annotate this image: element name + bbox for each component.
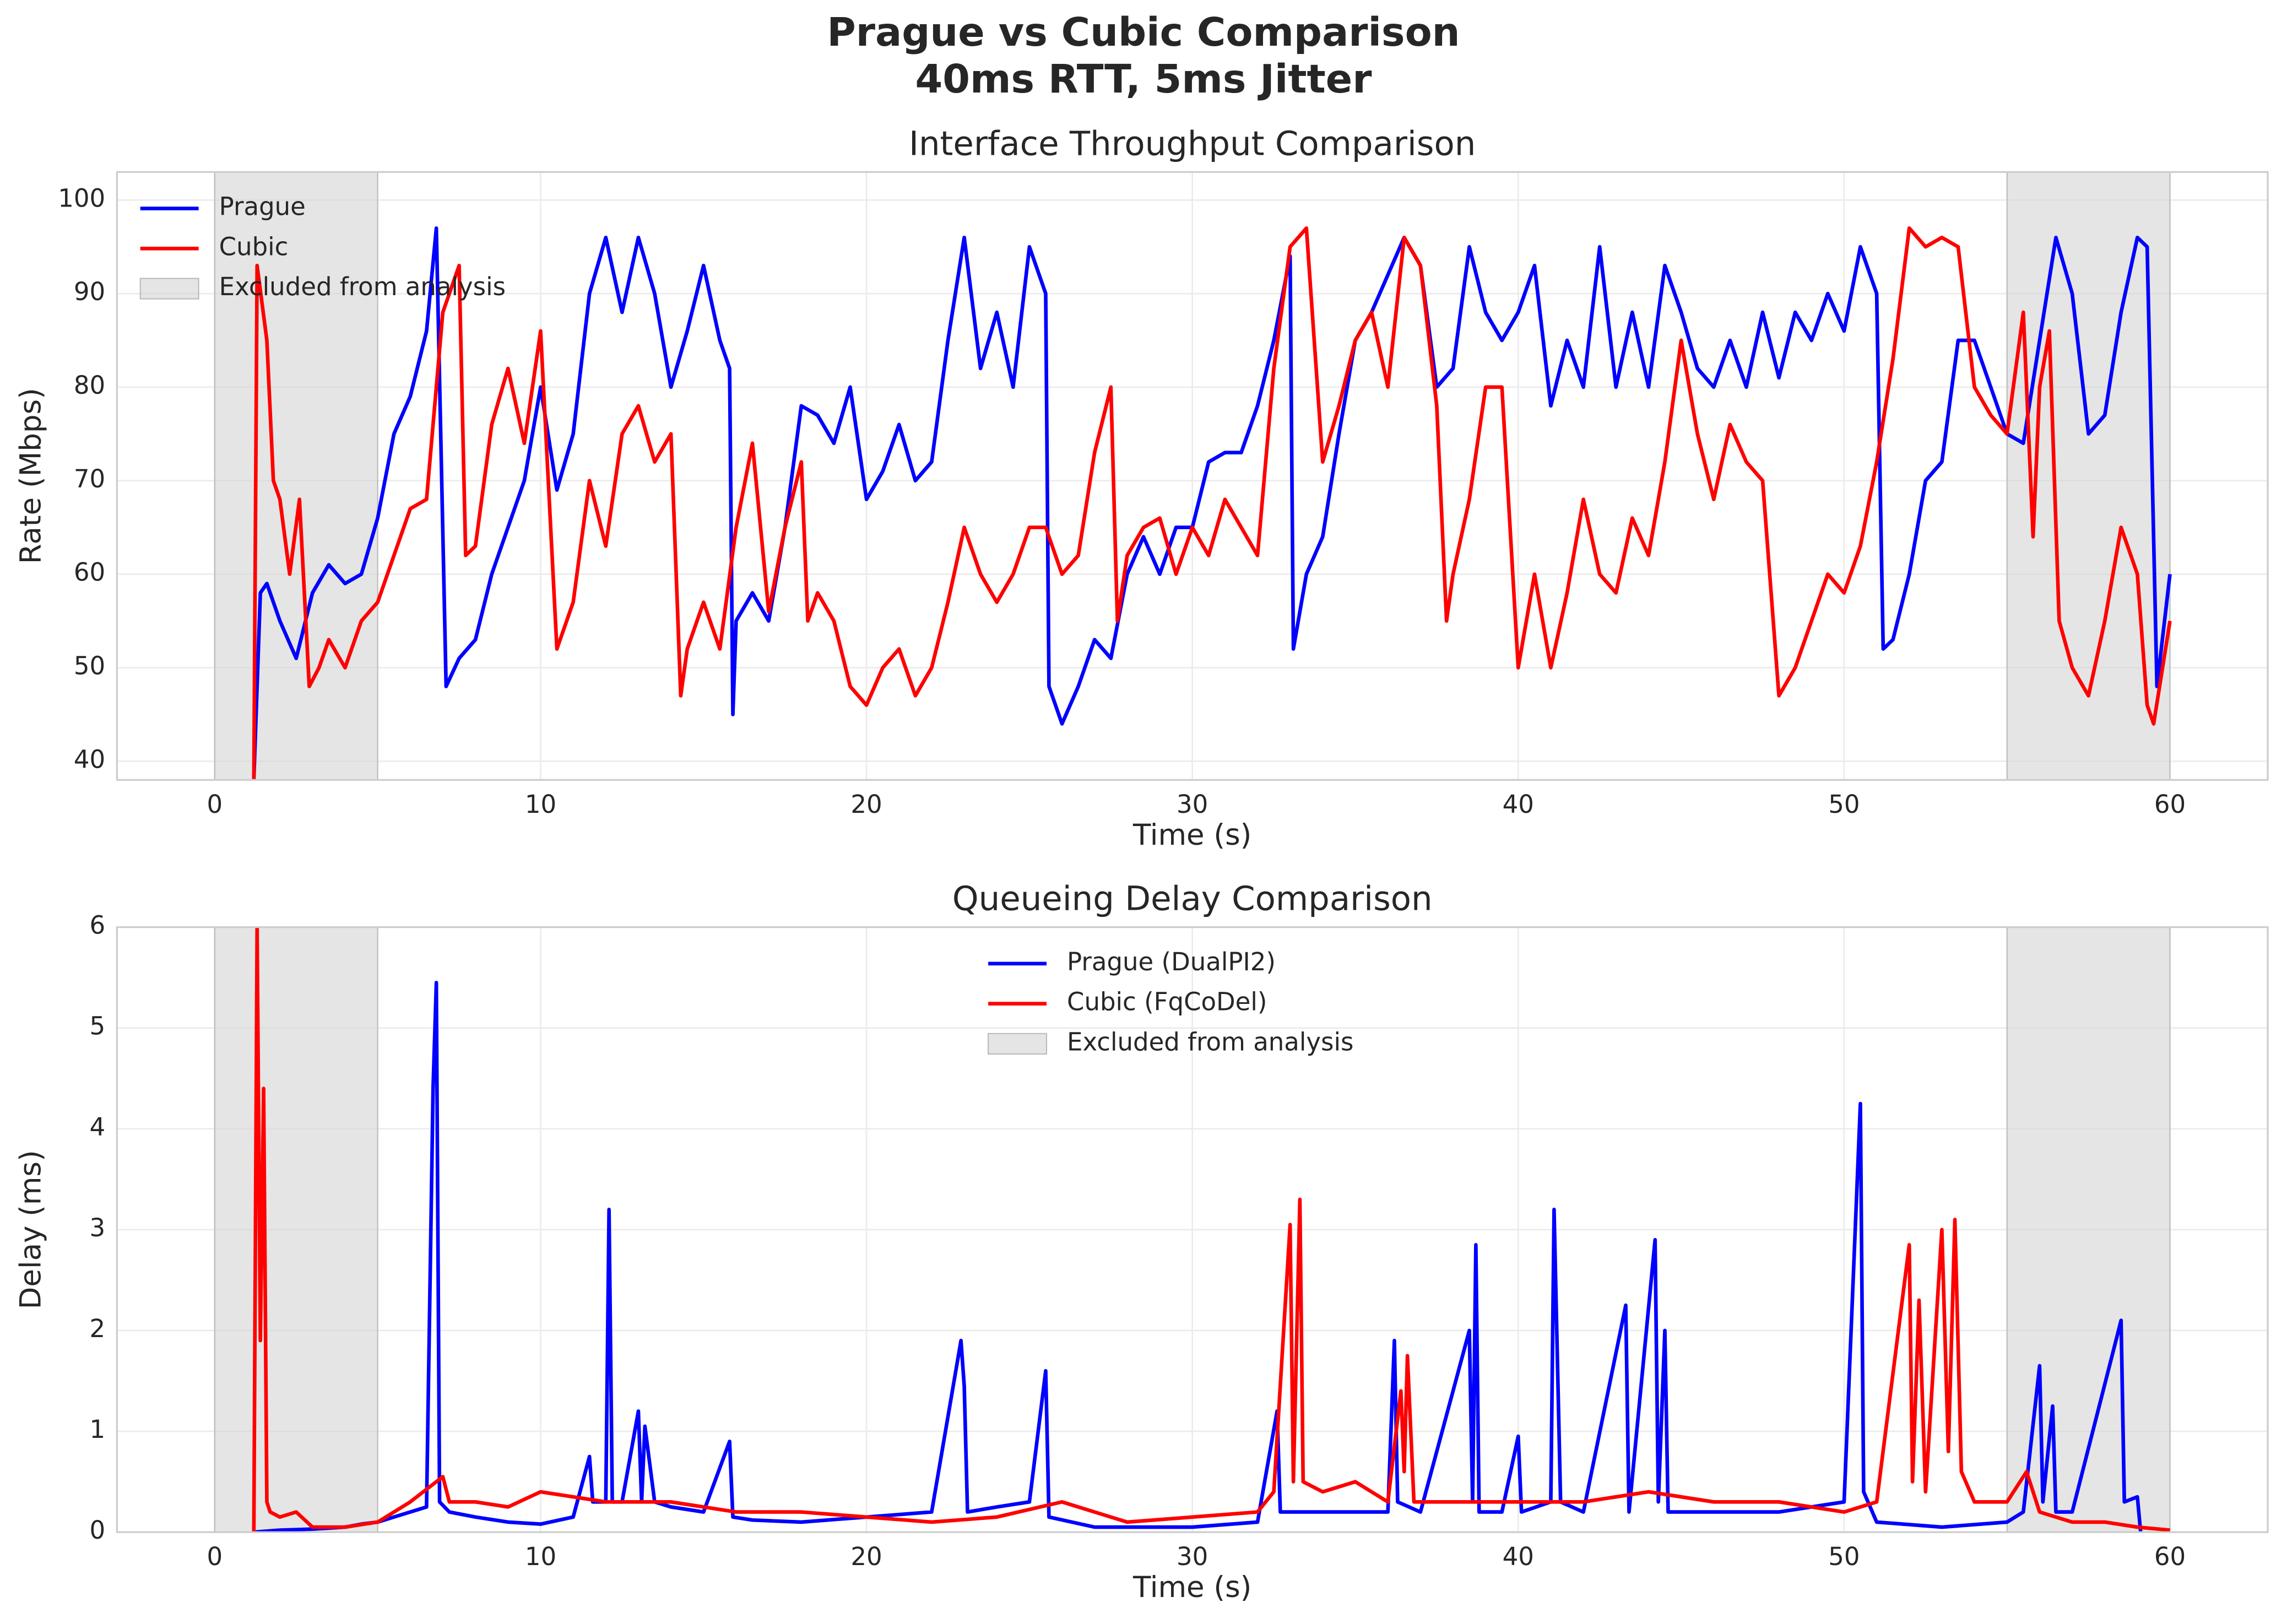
axes-title: Queueing Delay Comparison	[952, 879, 1433, 919]
y-tick-label: 1	[90, 1415, 106, 1444]
y-tick-label: 80	[74, 371, 105, 400]
x-tick-label: 30	[1177, 790, 1208, 819]
excluded-region	[214, 172, 378, 780]
x-tick-label: 20	[850, 1542, 882, 1571]
x-tick-label: 10	[525, 790, 556, 819]
y-tick-label: 2	[90, 1314, 106, 1343]
y-tick-label: 40	[74, 745, 105, 774]
x-tick-label: 0	[207, 1542, 223, 1571]
legend-swatch	[139, 278, 199, 300]
y-tick-label: 3	[90, 1213, 106, 1242]
x-axis-label: Time (s)	[1132, 818, 1251, 852]
x-tick-label: 60	[2154, 790, 2186, 819]
x-tick-label: 30	[1177, 1542, 1208, 1571]
y-tick-label: 0	[90, 1516, 106, 1545]
excluded-region	[214, 927, 378, 1533]
y-tick-label: 50	[74, 651, 105, 680]
y-tick-label: 60	[74, 558, 105, 587]
y-axis-label: Rate (Mbps)	[14, 388, 47, 564]
axes: Interface Throughput Comparison 0 10 20 30 40…	[14, 124, 2269, 852]
x-tick-label: 10	[525, 1542, 556, 1571]
figure-title: Prague vs Cubic Comparison	[827, 9, 1460, 55]
legend-label: Prague	[219, 192, 306, 221]
x-tick-label: 40	[1503, 1542, 1534, 1571]
y-tick-label: 90	[74, 277, 105, 306]
y-tick-label: 70	[74, 464, 105, 493]
x-tick-label: 20	[850, 790, 882, 819]
y-tick-label: 100	[58, 183, 105, 213]
axes-frame	[116, 926, 2269, 1533]
y-tick-label: 5	[90, 1012, 106, 1041]
legend: Prague (DualPI2) Cubic (FqCoDel) Excluded …	[988, 947, 1353, 1056]
figure-subtitle: 40ms RTT, 5ms Jitter	[915, 56, 1373, 102]
excluded-region	[2006, 927, 2171, 1533]
y-tick-label: 6	[90, 911, 106, 940]
series-line	[252, 927, 2170, 1533]
x-tick-label: 60	[2154, 1542, 2186, 1571]
y-axis-label: Delay (ms)	[14, 1150, 47, 1309]
axes: Queueing Delay Comparison 0 10 20 30 40 50 60 0 1…	[14, 879, 2269, 1604]
y-tick-label: 4	[90, 1112, 106, 1142]
x-tick-label: 50	[1828, 790, 1860, 819]
axes-title: Interface Throughput Comparison	[909, 124, 1476, 163]
legend-label: Cubic	[219, 232, 289, 261]
legend-swatch	[988, 1033, 1048, 1055]
x-tick-label: 0	[207, 790, 223, 819]
plot-area	[214, 927, 2171, 1533]
x-tick-label: 50	[1828, 1542, 1860, 1571]
series-line	[252, 226, 2172, 780]
legend-label: Excluded from analysis	[219, 272, 506, 301]
series-line	[253, 981, 2143, 1533]
axes-frame	[116, 171, 2269, 781]
legend-label: Prague (DualPI2)	[1067, 947, 1276, 976]
legend: Prague Cubic Excluded from analysis	[139, 192, 506, 301]
x-tick-label: 40	[1503, 790, 1534, 819]
legend-label: Cubic (FqCoDel)	[1067, 987, 1267, 1017]
legend-label: Excluded from analysis	[1067, 1027, 1353, 1056]
x-axis-label: Time (s)	[1132, 1571, 1251, 1604]
plot-area	[214, 172, 2172, 780]
